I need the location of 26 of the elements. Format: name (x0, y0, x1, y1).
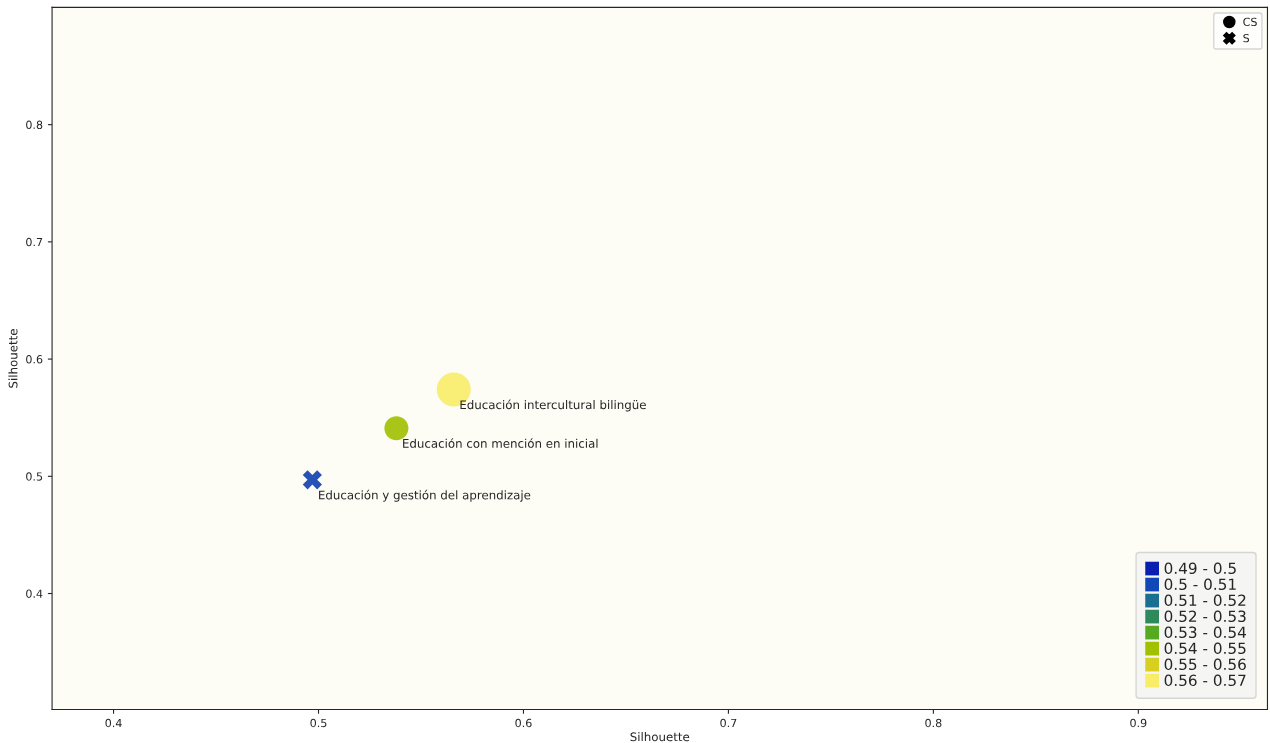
annotation: Educación intercultural bilingüe (460, 399, 646, 412)
annotation: 0.52 - 0.53 (1164, 610, 1246, 623)
y-axis-title: Silhouette (8, 329, 18, 388)
annotation: Educación con mención en inicial (403, 438, 598, 448)
annotation: 0.54 - 0.55 (1164, 642, 1246, 655)
annotation: Educación y gestión del aprendizaje (319, 489, 531, 502)
annotation: 0.56 - 0.57 (1164, 674, 1246, 687)
y-tick-label: 0.4 (26, 589, 43, 598)
y-tick-label: 0.6 (26, 355, 43, 364)
text: CS (1243, 17, 1257, 27)
x-tick-label: 0.9 (1130, 718, 1147, 728)
text: S (1243, 33, 1250, 43)
annotation: 0.55 - 0.56 (1164, 658, 1246, 671)
annotation: 0.5 - 0.51 (1164, 578, 1236, 591)
annotation: 0.49 - 0.5 (1164, 562, 1236, 575)
annotation: 0.51 - 0.52 (1164, 594, 1246, 607)
x-tick-label: 0.6 (515, 718, 532, 728)
annotation: 0.53 - 0.54 (1164, 626, 1246, 639)
y-tick-label: 0.8 (26, 120, 43, 130)
x-axis-title: Silhouette (630, 732, 690, 742)
x-tick-label: 0.5 (310, 718, 327, 728)
x-tick-label: 0.7 (720, 718, 737, 728)
y-tick-label: 0.7 (26, 237, 43, 247)
y-tick-label: 0.5 (26, 472, 43, 481)
x-tick-label: 0.4 (105, 718, 122, 728)
x-tick-label: 0.8 (925, 718, 942, 728)
